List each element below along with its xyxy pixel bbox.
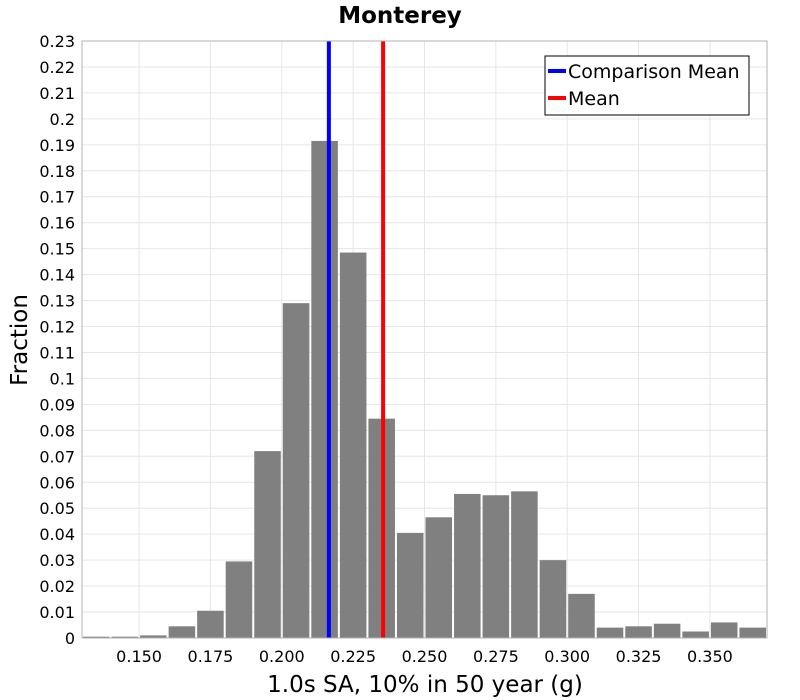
x-tick-label: 0.200 — [259, 647, 305, 666]
y-tick-label: 0 — [65, 629, 75, 648]
histogram-bar — [282, 303, 310, 638]
grid-lines — [82, 40, 767, 639]
x-tick-label: 0.275 — [473, 647, 519, 666]
y-tick-label: 0.19 — [39, 136, 75, 155]
y-tick-label: 0.09 — [39, 395, 75, 414]
histogram-bar — [454, 493, 481, 638]
x-tick-label: 0.300 — [544, 647, 590, 666]
histogram-bar — [482, 495, 510, 638]
histogram-bar — [396, 532, 424, 638]
y-tick-label: 0.16 — [39, 214, 75, 233]
histogram-bars — [83, 140, 766, 638]
y-tick-label: 0.23 — [39, 32, 75, 51]
histogram-bar — [625, 626, 652, 638]
histogram-bar — [339, 252, 367, 638]
x-tick-label: 0.150 — [116, 647, 162, 666]
y-tick-label: 0.17 — [39, 188, 75, 207]
y-tick-label: 0.18 — [39, 162, 75, 181]
x-axis-title: 1.0s SA, 10% in 50 year (g) — [267, 672, 583, 698]
y-tick-label: 0.08 — [39, 421, 75, 440]
histogram-bar — [254, 451, 281, 638]
x-axis-ticks: 0.150 0.175 0.200 0.225 0.250 0.275 0.300 0.325… — [116, 647, 733, 666]
histogram-bar — [653, 623, 681, 638]
histogram-bar — [511, 491, 538, 638]
y-tick-label: 0.04 — [39, 525, 75, 544]
y-tick-label: 0.13 — [39, 292, 75, 311]
histogram-bar — [225, 561, 253, 638]
y-tick-label: 0.03 — [39, 551, 75, 570]
y-tick-label: 0.11 — [39, 343, 75, 362]
histogram-bar — [739, 627, 766, 638]
x-tick-label: 0.250 — [402, 647, 448, 666]
y-tick-label: 0.05 — [39, 499, 75, 518]
histogram-bar — [311, 140, 338, 638]
y-tick-label: 0.21 — [39, 84, 75, 103]
legend: Comparison Mean Mean — [544, 55, 750, 116]
y-tick-label: 0.12 — [39, 318, 75, 337]
y-axis-ticks: 0 0.01 0.02 0.03 0.04 0.05 0.06 0.07 0.08 0.09 0.1… — [39, 32, 75, 648]
y-tick-label: 0.1 — [50, 369, 75, 388]
histogram-bar — [539, 560, 567, 638]
legend-label-comparison-mean: Comparison Mean — [568, 61, 740, 83]
plot-frame — [81, 40, 768, 639]
legend-box — [544, 55, 750, 116]
histogram-bar — [596, 627, 624, 638]
y-tick-label: 0.15 — [39, 240, 75, 259]
y-tick-label: 0.14 — [39, 266, 75, 285]
histogram-bar — [111, 636, 139, 638]
histogram-bar — [682, 631, 709, 638]
histogram-bar — [710, 622, 738, 638]
y-tick-label: 0.02 — [39, 577, 75, 596]
mean-lines — [326, 41, 386, 638]
y-tick-label: 0.06 — [39, 473, 75, 492]
legend-label-mean: Mean — [568, 88, 620, 110]
histogram-bar — [140, 635, 167, 638]
x-tick-label: 0.175 — [188, 647, 234, 666]
x-tick-label: 0.325 — [616, 647, 662, 666]
histogram-bar — [197, 610, 224, 638]
histogram-bar — [83, 636, 110, 638]
histogram-bar — [168, 626, 196, 638]
x-tick-label: 0.350 — [687, 647, 733, 666]
y-tick-label: 0.01 — [39, 603, 75, 622]
y-tick-label: 0.2 — [50, 110, 75, 129]
y-tick-label: 0.07 — [39, 447, 75, 466]
chart-title: Monterey — [338, 3, 462, 29]
x-tick-label: 0.225 — [330, 647, 376, 666]
histogram-bar — [425, 517, 453, 638]
y-axis-title: Fraction — [7, 294, 33, 386]
histogram-bar — [568, 593, 595, 638]
y-tick-label: 0.22 — [39, 58, 75, 77]
